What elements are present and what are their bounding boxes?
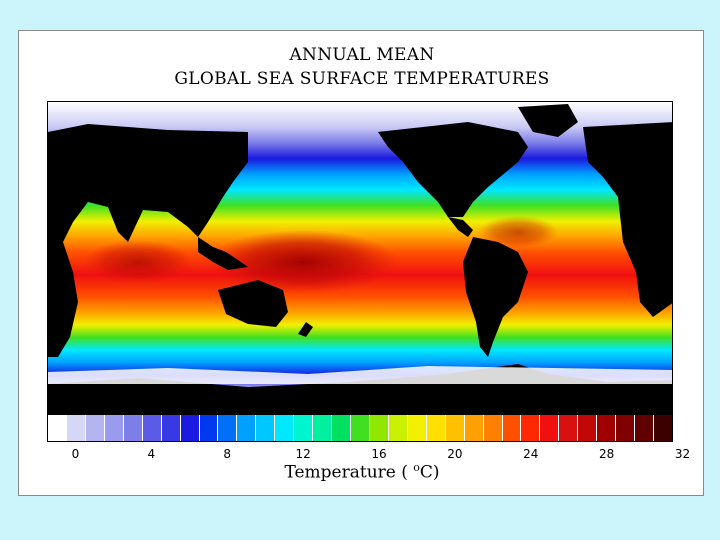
axis-label-prefix: Temperature (: [284, 462, 408, 483]
colorbar-cell: [483, 415, 503, 441]
new-zealand-land: [298, 322, 313, 337]
colorbar: [47, 414, 673, 442]
colorbar-cell: [578, 415, 598, 441]
colorbar-cell: [199, 415, 219, 441]
colorbar-ticks: 0 4 8 12 16 20 24 28 32: [47, 447, 690, 463]
colorbar-cell: [502, 415, 522, 441]
indian-ocean-warm: [83, 240, 193, 284]
colorbar-tick-label: 24: [523, 447, 539, 461]
map-title: ANNUAL MEAN GLOBAL SEA SURFACE TEMPERATU…: [19, 43, 705, 91]
colorbar-cell: [464, 415, 484, 441]
sst-map: [47, 101, 673, 415]
atlantic-warm: [478, 216, 558, 248]
colorbar-tick-label: 0: [71, 447, 80, 461]
south-america-land: [463, 237, 528, 357]
africa-land: [48, 242, 78, 357]
colorbar-cell: [294, 415, 314, 441]
colorbar-cell: [426, 415, 446, 441]
southeast-asia-land: [198, 237, 248, 270]
colorbar-tick-label: 16: [371, 447, 387, 461]
colorbar-tick-label: 32: [674, 447, 691, 461]
colorbar-cell: [180, 415, 200, 441]
colorbar-tick-label: 12: [295, 447, 311, 461]
land: [48, 104, 672, 357]
europe-land: [583, 122, 672, 212]
colorbar-axis-label: Temperature ( oC): [19, 461, 705, 483]
colorbar-cell: [237, 415, 257, 441]
title-line-2: GLOBAL SEA SURFACE TEMPERATURES: [174, 69, 550, 89]
degree-symbol: o: [413, 461, 420, 474]
colorbar-cell: [218, 415, 238, 441]
colorbar-cell: [123, 415, 143, 441]
colorbar-cell: [104, 415, 124, 441]
colorbar-cell: [616, 415, 636, 441]
colorbar-cell: [597, 415, 617, 441]
colorbar-cell: [521, 415, 541, 441]
colorbar-cell: [142, 415, 162, 441]
sea-ice-edge: [48, 366, 672, 384]
colorbar-cell: [332, 415, 351, 441]
colorbar-cell: [161, 415, 181, 441]
west-pacific-warm-pool: [208, 230, 398, 294]
colorbar-cell: [540, 415, 560, 441]
australia-land: [218, 280, 288, 327]
colorbar-tick-label: 8: [223, 447, 232, 461]
north-america-land: [378, 122, 528, 217]
colorbar-tick-label: 4: [147, 447, 156, 461]
colorbar-cell: [369, 415, 389, 441]
colorbar-cell: [351, 415, 370, 441]
central-america-land: [448, 217, 473, 237]
colorbar-cell: [407, 415, 427, 441]
axis-label-suffix: C): [419, 462, 440, 483]
figure-panel: ANNUAL MEAN GLOBAL SEA SURFACE TEMPERATU…: [18, 30, 704, 496]
colorbar-cell: [275, 415, 295, 441]
colorbar-cell: [654, 415, 672, 441]
colorbar-cell: [313, 415, 333, 441]
colorbar-cell: [445, 415, 465, 441]
colorbar-tick-label: 28: [598, 447, 615, 461]
colorbar-cell: [256, 415, 276, 441]
colorbar-cell: [388, 415, 408, 441]
colorbar-tick-label: 20: [447, 447, 463, 461]
colorbar-cell: [85, 415, 105, 441]
africa-east-land: [618, 197, 672, 317]
title-line-1: ANNUAL MEAN: [289, 45, 435, 65]
greenland-land: [518, 104, 578, 137]
eurasia-africa-land: [48, 124, 248, 242]
colorbar-cell: [48, 415, 67, 441]
colorbar-cell: [559, 415, 579, 441]
colorbar-cell: [66, 415, 86, 441]
colorbar-cell: [635, 415, 654, 441]
